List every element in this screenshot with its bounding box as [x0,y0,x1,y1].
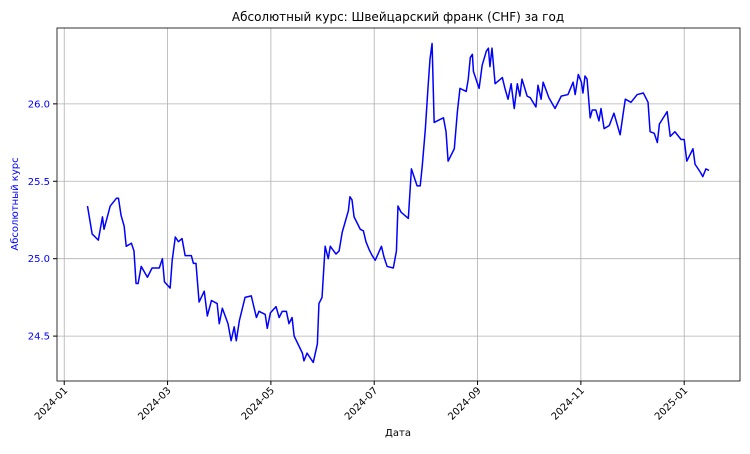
chart-title: Абсолютный курс: Швейцарский франк (CHF)… [232,10,564,24]
axes-frame [56,27,741,382]
y-tick-label: 26.0 [28,99,50,110]
y-axis-label: Абсолютный курс [10,157,21,250]
x-axis-label: Дата [385,428,411,439]
y-tick-label: 25.5 [28,177,50,188]
y-tick-label: 24.5 [28,332,50,343]
data-line [86,42,710,364]
y-tick-label: 25.0 [28,254,50,265]
